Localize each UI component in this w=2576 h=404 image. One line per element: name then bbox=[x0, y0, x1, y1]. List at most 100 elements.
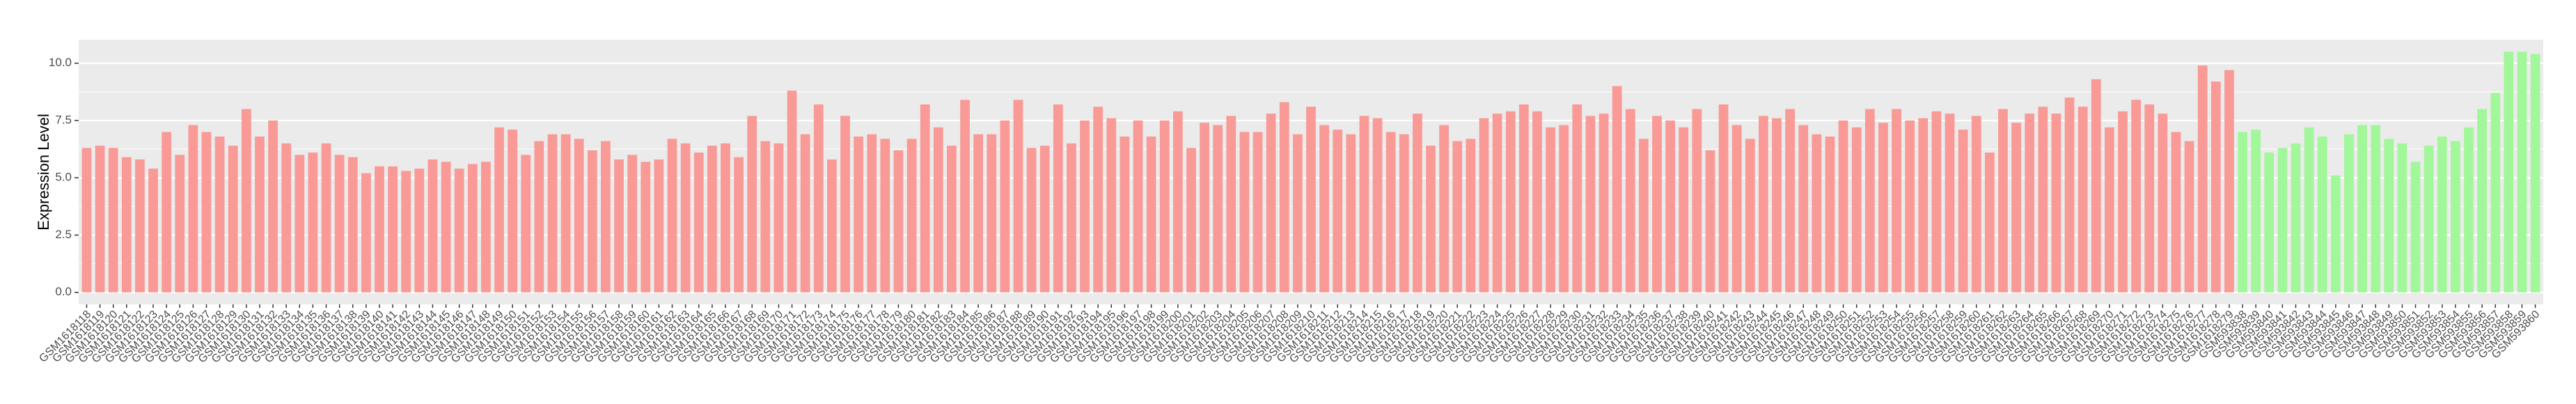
bar bbox=[1572, 104, 1582, 293]
bar bbox=[1945, 114, 1955, 293]
bar bbox=[241, 109, 251, 293]
bar bbox=[1518, 104, 1529, 293]
bar bbox=[2091, 79, 2101, 293]
bar bbox=[162, 132, 172, 293]
bar bbox=[1812, 134, 1822, 293]
bar bbox=[1759, 116, 1768, 293]
bar bbox=[508, 130, 518, 293]
bar bbox=[2025, 114, 2035, 293]
bar bbox=[547, 134, 558, 293]
bar bbox=[2184, 141, 2194, 293]
bar bbox=[1213, 125, 1223, 293]
bar bbox=[1359, 116, 1369, 293]
bar bbox=[1492, 114, 1502, 293]
bar bbox=[2131, 100, 2141, 293]
bar bbox=[2064, 98, 2075, 293]
bar bbox=[135, 159, 145, 293]
bar bbox=[1931, 111, 1942, 293]
bar bbox=[1785, 109, 1796, 293]
bar bbox=[214, 137, 225, 293]
bar bbox=[1439, 125, 1450, 293]
bar bbox=[401, 171, 411, 293]
bar bbox=[760, 141, 771, 293]
bar bbox=[1466, 139, 1476, 293]
bar bbox=[1825, 137, 1835, 293]
bar bbox=[1239, 132, 1250, 293]
bar bbox=[2504, 52, 2514, 293]
bar bbox=[494, 127, 504, 293]
bar bbox=[1133, 120, 1143, 293]
bar bbox=[2384, 139, 2394, 293]
bar bbox=[2397, 143, 2408, 293]
bar bbox=[1745, 139, 1755, 293]
bar bbox=[2357, 125, 2367, 293]
bar bbox=[880, 139, 890, 293]
bar bbox=[2424, 146, 2434, 293]
bar bbox=[188, 125, 198, 293]
bar bbox=[2490, 93, 2501, 293]
bar bbox=[2304, 127, 2314, 293]
bar bbox=[1333, 130, 1343, 293]
bar bbox=[375, 166, 384, 293]
bar bbox=[2224, 70, 2234, 293]
bar bbox=[1718, 104, 1729, 293]
bar bbox=[1479, 118, 1489, 293]
bar bbox=[1120, 137, 1130, 293]
bar bbox=[2251, 130, 2261, 293]
bar bbox=[1106, 118, 1117, 293]
bar bbox=[1266, 114, 1276, 293]
bar bbox=[467, 164, 478, 293]
y-tick-label: 10.0 bbox=[49, 56, 72, 69]
bar bbox=[1093, 107, 1104, 293]
bar bbox=[773, 143, 784, 293]
bar bbox=[1279, 102, 1289, 293]
bar bbox=[601, 141, 611, 293]
bar bbox=[614, 159, 624, 293]
bar bbox=[2330, 175, 2341, 293]
bar bbox=[2264, 153, 2275, 293]
bar bbox=[2238, 132, 2247, 293]
bar bbox=[787, 91, 797, 293]
bar bbox=[1159, 120, 1170, 293]
bar bbox=[2371, 125, 2381, 293]
bar bbox=[2104, 127, 2114, 293]
bar bbox=[1399, 134, 1409, 293]
bar bbox=[2144, 104, 2155, 293]
bar bbox=[1864, 109, 1875, 293]
bar bbox=[2517, 52, 2527, 293]
bar bbox=[148, 169, 158, 293]
bar bbox=[2344, 134, 2354, 293]
bar bbox=[2464, 127, 2474, 293]
bar bbox=[1971, 116, 1981, 293]
bar bbox=[1372, 118, 1383, 293]
bar bbox=[654, 159, 664, 293]
bar bbox=[933, 127, 943, 293]
bar bbox=[2078, 107, 2088, 293]
y-tick-label: 2.5 bbox=[55, 228, 72, 241]
bar bbox=[1625, 109, 1635, 293]
bar bbox=[800, 134, 810, 293]
bar bbox=[1319, 125, 1329, 293]
bar bbox=[867, 134, 877, 293]
bar bbox=[2051, 114, 2061, 293]
bar bbox=[680, 143, 691, 293]
bar bbox=[255, 137, 265, 293]
bar bbox=[1838, 120, 1848, 293]
bar bbox=[481, 162, 491, 293]
bar bbox=[840, 116, 850, 293]
bar bbox=[960, 100, 970, 293]
bar bbox=[1146, 137, 1156, 293]
bar bbox=[454, 169, 464, 293]
bar bbox=[2291, 143, 2301, 293]
bar bbox=[1731, 125, 1742, 293]
bar bbox=[1532, 111, 1542, 293]
bar bbox=[973, 134, 984, 293]
bar bbox=[627, 155, 638, 293]
bar bbox=[734, 157, 744, 293]
bar bbox=[2530, 54, 2540, 293]
bar bbox=[2171, 132, 2181, 293]
bar bbox=[228, 146, 238, 293]
bar bbox=[1892, 109, 1901, 293]
